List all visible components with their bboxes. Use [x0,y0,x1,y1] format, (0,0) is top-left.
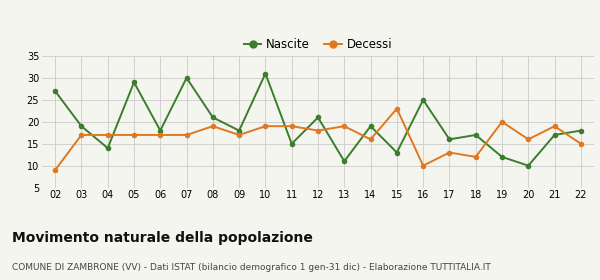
Text: COMUNE DI ZAMBRONE (VV) - Dati ISTAT (bilancio demografico 1 gen-31 dic) - Elabo: COMUNE DI ZAMBRONE (VV) - Dati ISTAT (bi… [12,263,491,272]
Legend: Nascite, Decessi: Nascite, Decessi [239,33,397,55]
Text: Movimento naturale della popolazione: Movimento naturale della popolazione [12,231,313,245]
